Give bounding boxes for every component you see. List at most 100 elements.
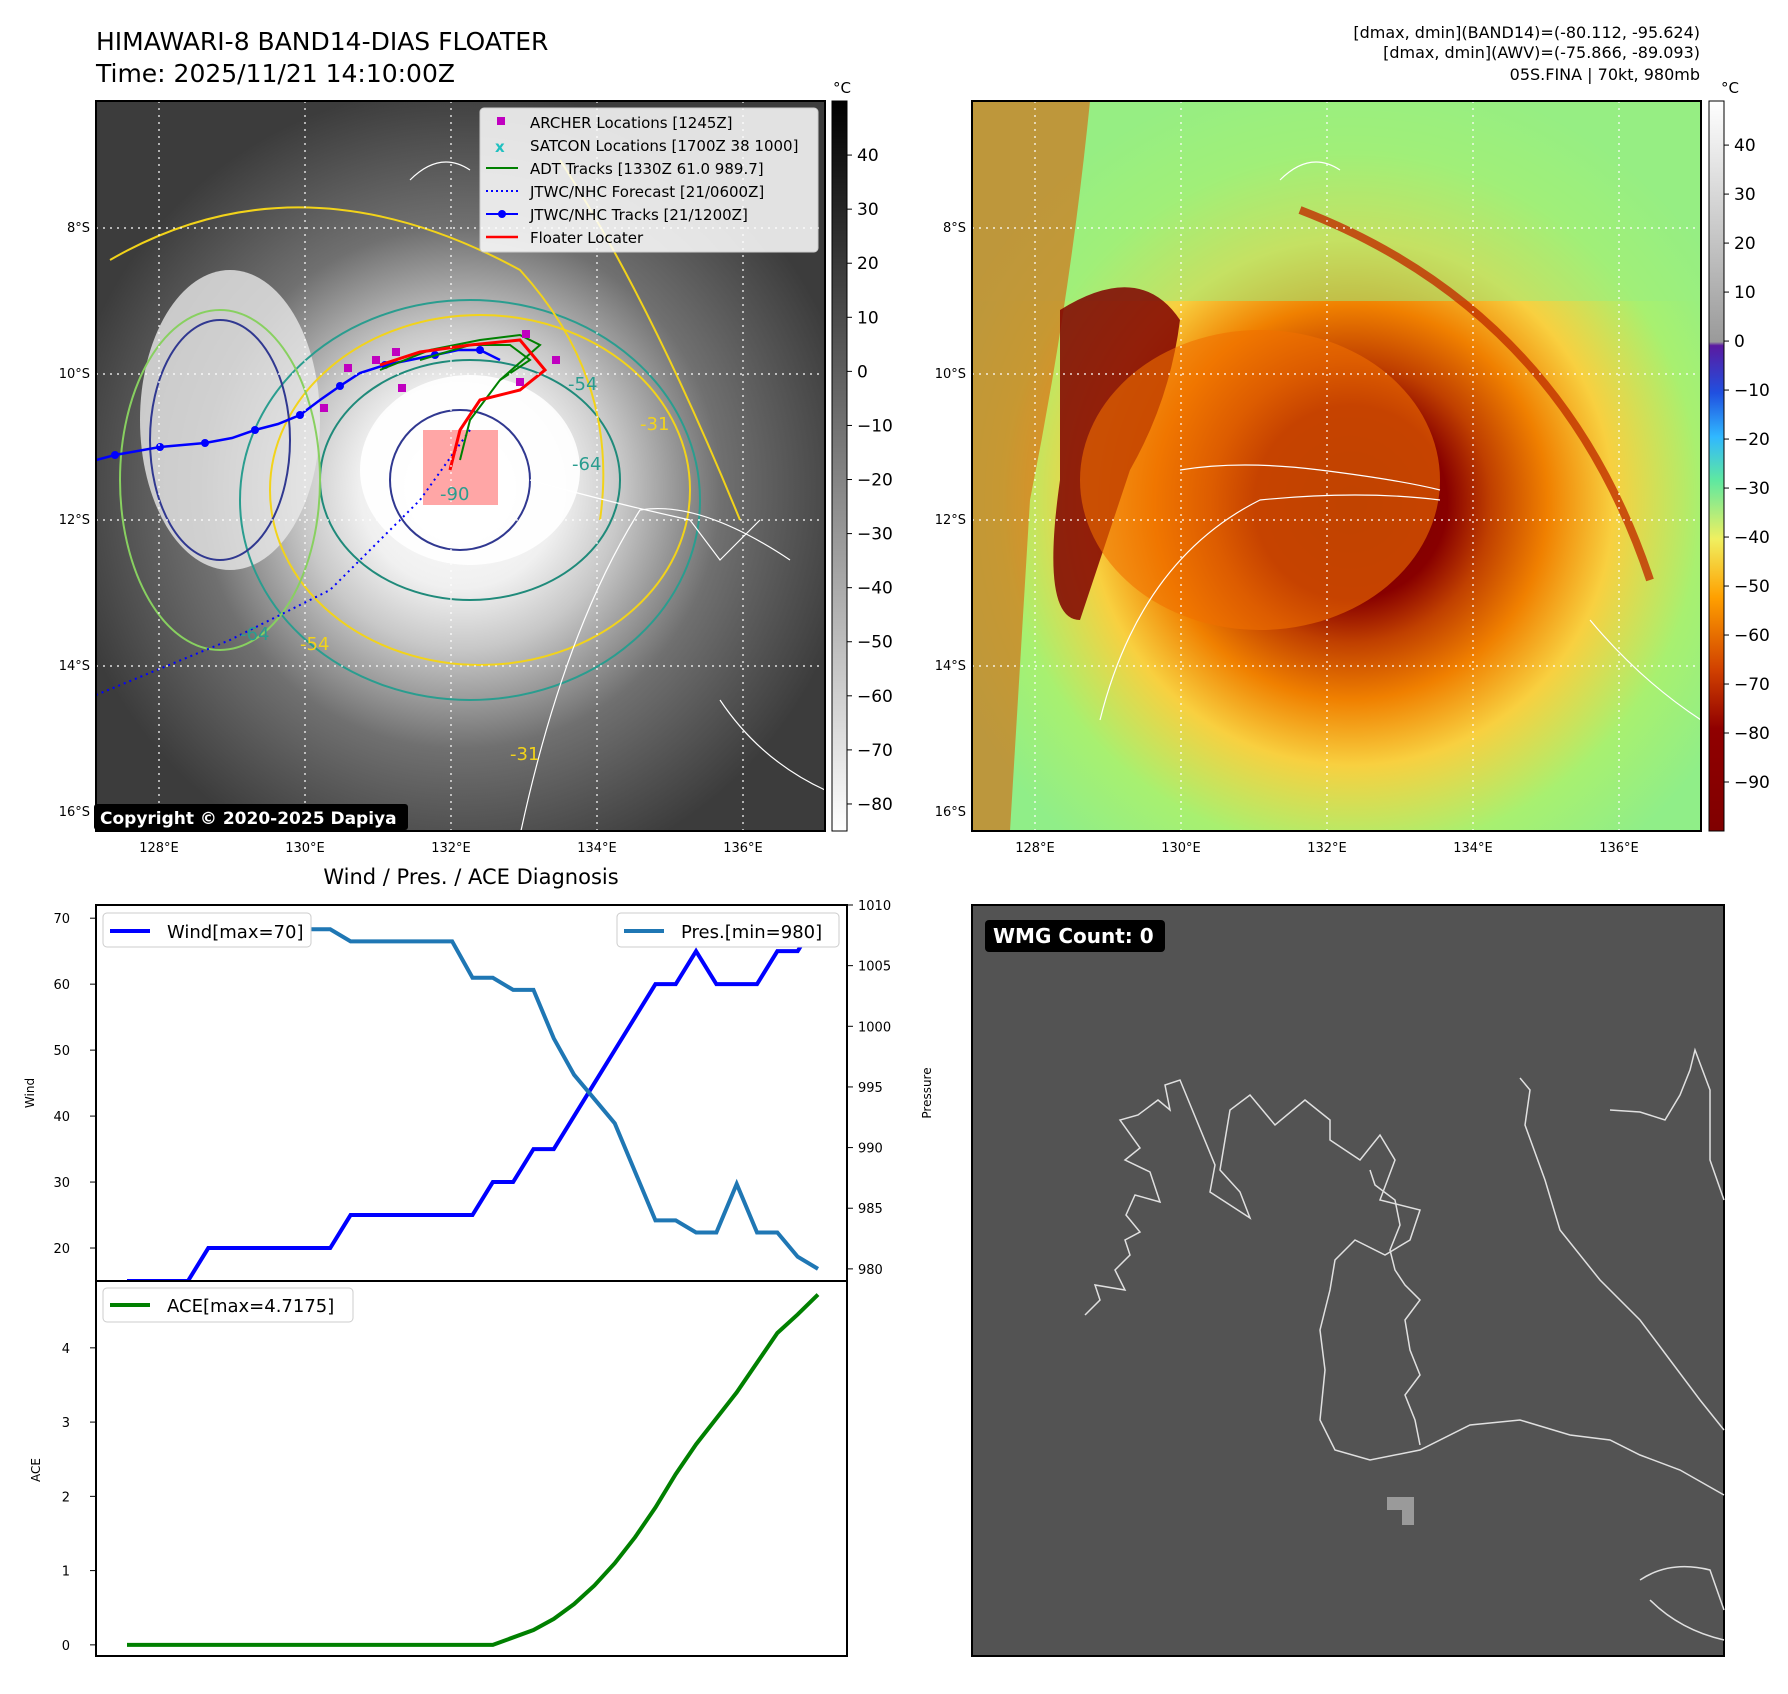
- lat-label: 12°S: [935, 513, 966, 528]
- wind-tick-label: 30: [53, 1176, 70, 1191]
- pressure-tick-label: 990: [858, 1142, 883, 1157]
- lon-label: 134°E: [1453, 841, 1493, 856]
- info-line2: [dmax, dmin](AWV)=(-75.866, -89.093): [1383, 43, 1700, 62]
- pressure-tick-label: 1000: [858, 1020, 891, 1035]
- ace-tick-label: 0: [62, 1639, 70, 1654]
- legend-item: ADT Tracks [1330Z 61.0 989.7]: [530, 160, 764, 178]
- lat-label: 8°S: [67, 221, 90, 236]
- wind-tick-label: 20: [53, 1242, 70, 1257]
- colorbar-tick-label: 40: [1734, 136, 1756, 156]
- colorbar-tick-label: 20: [857, 254, 879, 274]
- colorbar1-unit: °C: [833, 79, 851, 97]
- wmg-coastline: [1084, 1079, 1725, 1496]
- legend-item: ARCHER Locations [1245Z]: [530, 114, 733, 132]
- colorbar2-unit: °C: [1721, 79, 1739, 97]
- wind-series-line: [127, 917, 820, 1283]
- title-line2: Time: 2025/11/21 14:10:00Z: [95, 59, 455, 88]
- pressure-tick-label: 985: [858, 1202, 883, 1217]
- wind-tick-label: 50: [53, 1044, 70, 1059]
- lon-label: 132°E: [1307, 841, 1347, 856]
- copyright-text: Copyright © 2020-2025 Dapiya: [100, 809, 397, 829]
- title-line1: HIMAWARI-8 BAND14-DIAS FLOATER: [96, 27, 548, 56]
- copyright-box: [94, 804, 408, 830]
- pressure-tick-label: 1005: [858, 960, 891, 975]
- colorbar-tick-label: −10: [857, 416, 893, 436]
- lon-label: 128°E: [139, 841, 179, 856]
- lon-label: 134°E: [577, 841, 617, 856]
- lon-label: 136°E: [1599, 841, 1639, 856]
- ace-tick-label: 2: [62, 1490, 70, 1505]
- ace-tick-label: 4: [62, 1342, 70, 1357]
- pressure-tick-label: 980: [858, 1263, 883, 1278]
- colorbar-tick-label: 40: [857, 146, 879, 166]
- wind-pres-frame: [95, 904, 848, 1282]
- wmg-coastline: [1369, 1169, 1421, 1446]
- colorbar-tick-label: −70: [1734, 675, 1770, 695]
- lat-label: 10°S: [935, 367, 966, 382]
- wind-tick-label: 40: [53, 1110, 70, 1125]
- wind-pres-ticks: 20 30 40 50 60 70 980 985 990 995 1000 1005 1010: [53, 899, 891, 1278]
- legend-item: Floater Locater: [530, 229, 644, 247]
- ace-series-line: [127, 1293, 820, 1647]
- awv-map-frame: [971, 100, 1702, 832]
- colorbar1-ticks: 40 30 20 10 0 −10 −20 −30 −40 −50 −60 −70 −80: [847, 146, 893, 815]
- lon-label: 130°E: [1161, 841, 1201, 856]
- colorbar-tick-label: −60: [857, 687, 893, 707]
- legend-satcon-marker: x: [495, 138, 505, 156]
- wmg-panel: [971, 904, 1725, 1657]
- ace-axis-label: ACE: [29, 1458, 43, 1482]
- info-line3: 05S.FINA | 70kt, 980mb: [1510, 65, 1700, 84]
- pressure-axis-label: Pressure: [920, 1067, 934, 1118]
- contour-label: -31: [510, 744, 539, 765]
- colorbar-tick-label: −60: [1734, 626, 1770, 646]
- pressure-legend-label: Pres.[min=980]: [681, 922, 822, 943]
- colorbar-tick-label: −30: [857, 525, 893, 545]
- contour-label: -64: [572, 454, 601, 475]
- wind-tick-label: 60: [53, 978, 70, 993]
- colorbar-tick-label: −10: [1734, 381, 1770, 401]
- legend: ARCHER Locations [1245Z] x SATCON Locati…: [479, 107, 819, 253]
- colorbar-tick-label: −70: [857, 741, 893, 761]
- lat-label: 14°S: [935, 659, 966, 674]
- lat-label: 14°S: [59, 659, 90, 674]
- colorbar-tick-label: −20: [857, 471, 893, 491]
- legend-item: SATCON Locations [1700Z 38 1000]: [530, 137, 798, 155]
- lat-label: 8°S: [943, 221, 966, 236]
- ace-legend-label: ACE[max=4.7175]: [167, 1296, 334, 1317]
- lat-label: 16°S: [59, 805, 90, 820]
- colorbar-tick-label: −50: [1734, 577, 1770, 597]
- pressure-tick-label: 1010: [858, 899, 891, 914]
- wmg-count-box: [985, 920, 1165, 952]
- wind-axis-label: Wind: [23, 1078, 37, 1108]
- lat-label: 16°S: [935, 805, 966, 820]
- colorbar-tick-label: 10: [857, 308, 879, 328]
- colorbar-tick-label: 0: [857, 362, 868, 382]
- colorbar-tick-label: −40: [857, 579, 893, 599]
- lon-label: 128°E: [1015, 841, 1055, 856]
- lat-label: 10°S: [59, 367, 90, 382]
- lon-label: 136°E: [723, 841, 763, 856]
- colorbar2: [1708, 100, 1725, 832]
- ace-tick-label: 1: [62, 1565, 70, 1580]
- ace-ticks: 0 1 2 3 4: [62, 1342, 96, 1654]
- ace-frame: [95, 1280, 848, 1657]
- contour-label: -64: [240, 624, 269, 645]
- colorbar-tick-label: 30: [1734, 185, 1756, 205]
- wind-legend-label: Wind[max=70]: [167, 922, 304, 943]
- pressure-tick-label: 995: [858, 1081, 883, 1096]
- wmg-coastline: [1519, 1077, 1725, 1431]
- legend-item: JTWC/NHC Tracks [21/1200Z]: [529, 206, 748, 224]
- colorbar-tick-label: −20: [1734, 430, 1770, 450]
- legend-archer-marker: [497, 117, 505, 125]
- wmg-count-label: WMG Count: 0: [993, 924, 1154, 948]
- colorbar-tick-label: 10: [1734, 283, 1756, 303]
- colorbar1: [831, 100, 848, 832]
- ace-tick-label: 3: [62, 1416, 70, 1431]
- chart-title: Wind / Pres. / ACE Diagnosis: [323, 865, 618, 889]
- contour-label: -54: [300, 634, 329, 655]
- lon-label: 130°E: [285, 841, 325, 856]
- ir-map-frame: [95, 100, 826, 832]
- colorbar-tick-label: −30: [1734, 479, 1770, 499]
- wmg-coastline: [1639, 1565, 1725, 1641]
